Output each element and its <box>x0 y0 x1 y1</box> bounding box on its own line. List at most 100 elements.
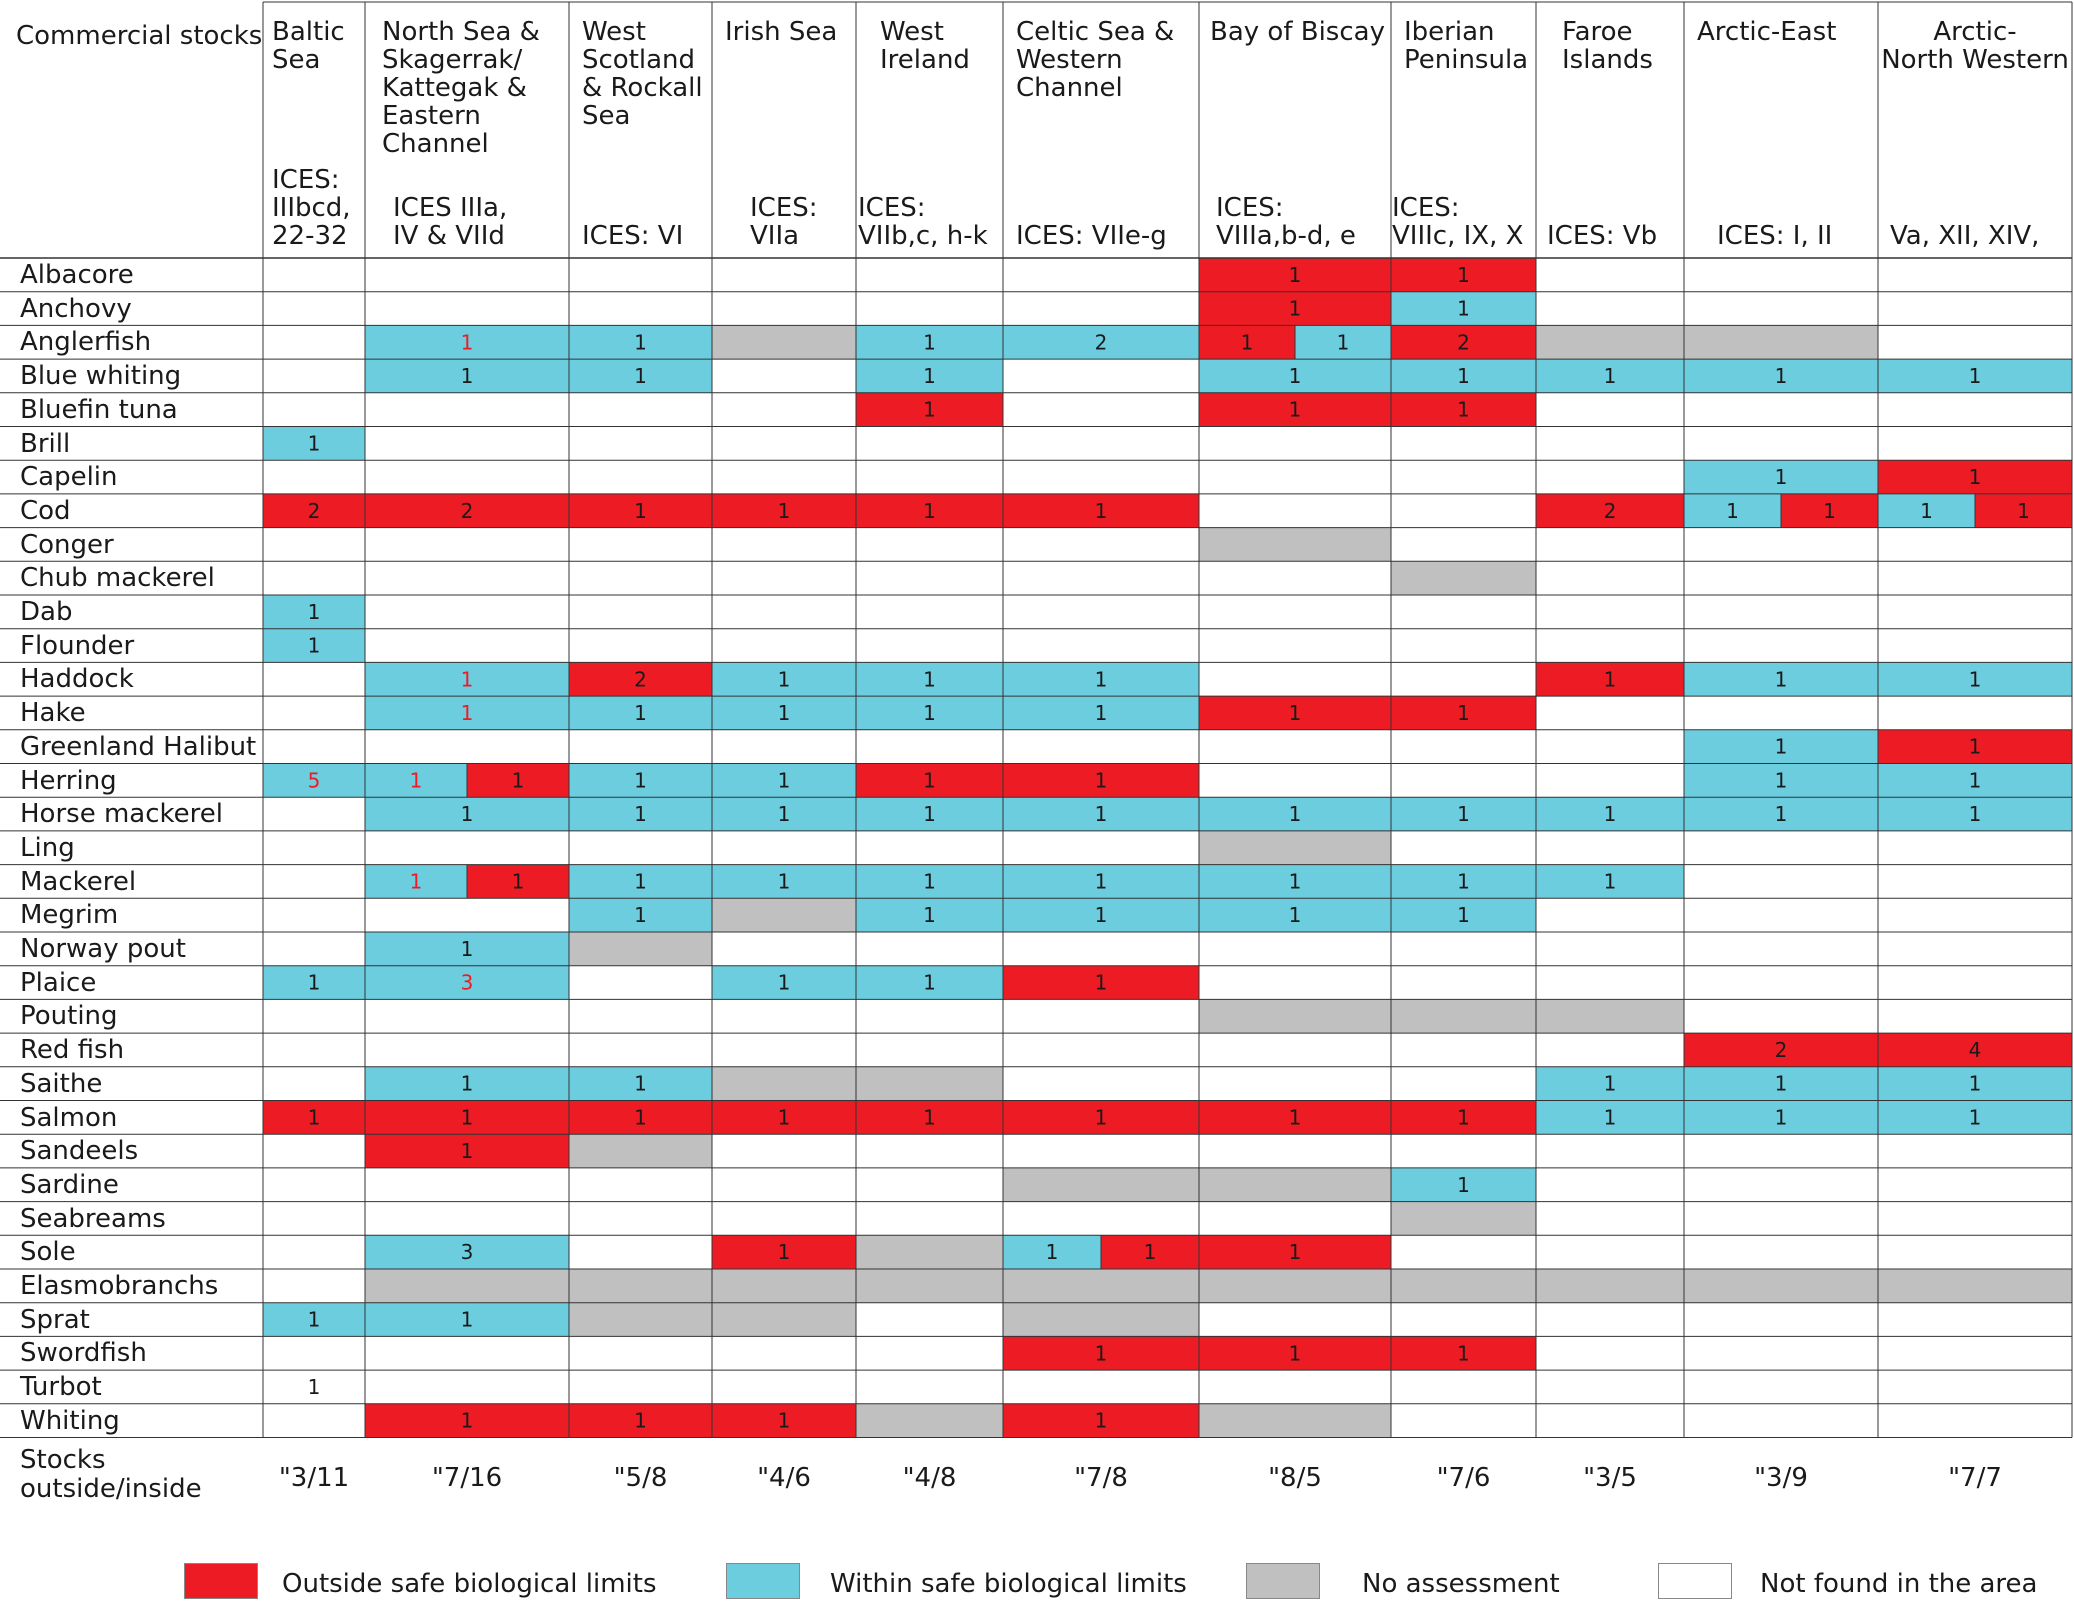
cell-value: 1 <box>1289 869 1302 893</box>
cell-value: 1 <box>1969 802 1982 826</box>
cell-whiting-7 <box>1391 1403 1536 1438</box>
cell-value: 1 <box>634 364 647 388</box>
cell-value: 1 <box>1095 701 1108 725</box>
cell-brill-6 <box>1199 426 1391 461</box>
cell-mackerel-6 <box>1199 864 1391 899</box>
cell-mackerel-4 <box>856 864 1003 899</box>
stocks-ratio: "8/5 <box>1268 1463 1322 1493</box>
cell-megrim-9 <box>1684 898 1878 932</box>
cell-ling-1 <box>365 830 569 865</box>
ices-area-line: IIIbcd, <box>272 193 351 223</box>
cell-cod-6 <box>1199 493 1391 528</box>
cell-value: 1 <box>778 869 791 893</box>
cell-sole-2 <box>569 1235 712 1269</box>
cell-sardine-4 <box>856 1167 1003 1202</box>
cell-value: 1 <box>1457 297 1470 321</box>
cell-mackerel-3 <box>712 864 856 899</box>
cell-megrim-6 <box>1199 898 1391 932</box>
cell-haddock-4 <box>856 662 1003 697</box>
legend-label: Outside safe biological limits <box>282 1569 657 1599</box>
cell-dab-1 <box>365 595 569 629</box>
legend-label: Within safe biological limits <box>830 1569 1187 1599</box>
cell-salmon-9 <box>1684 1100 1878 1135</box>
cell-value: 1 <box>1604 802 1617 826</box>
cell-red-fish-9 <box>1684 1033 1878 1067</box>
cell-value: 1 <box>512 768 525 792</box>
cell-sardine-9 <box>1684 1167 1878 1202</box>
cell-sandeels-8 <box>1536 1134 1684 1168</box>
cell-conger-4 <box>856 527 1003 562</box>
cell-value: 2 <box>461 499 474 523</box>
cell-sprat-0 <box>263 1302 365 1337</box>
cell-value: 1 <box>1457 1341 1470 1365</box>
cell-value: 1 <box>512 869 525 893</box>
cell-elasmobranchs-10 <box>1878 1269 2072 1303</box>
cell-blue-whiting-7 <box>1391 359 1536 393</box>
cell-sandeels-4 <box>856 1134 1003 1168</box>
cell-capelin-2 <box>569 460 712 494</box>
cell-megrim-8 <box>1536 898 1684 932</box>
cell-ling-10 <box>1878 830 2072 865</box>
area-header-line: West <box>582 17 646 47</box>
cell-whiting-8 <box>1536 1403 1684 1438</box>
cell-value: 1 <box>1095 802 1108 826</box>
stocks-ratio: "3/9 <box>1754 1463 1808 1493</box>
cell-plaice-0 <box>263 965 365 1000</box>
species-label: Turbot <box>20 1372 102 1403</box>
cell-conger-7 <box>1391 527 1536 562</box>
cell-turbot-8 <box>1536 1370 1684 1404</box>
area-header-line: Bay of Biscay <box>1210 17 1385 47</box>
cell-norway-pout-5 <box>1003 932 1199 966</box>
cell-herring-3 <box>712 763 856 798</box>
cell-swordfish-8 <box>1536 1336 1684 1371</box>
species-label: Sprat <box>20 1304 90 1335</box>
cell-haddock-10 <box>1878 662 2072 697</box>
cell-value: 1 <box>1095 667 1108 691</box>
cell-norway-pout-10 <box>1878 932 2072 966</box>
cell-greenland-halibut-10 <box>1878 729 2072 764</box>
cell-albacore-9 <box>1684 258 1878 292</box>
cell-flounder-8 <box>1536 628 1684 663</box>
area-header-line: Channel <box>1016 73 1123 103</box>
stocks-ratio: "7/6 <box>1436 1463 1491 1493</box>
cell-elasmobranchs-3 <box>712 1269 856 1303</box>
cell-value: 1 <box>1604 667 1617 691</box>
cell-value: 1 <box>923 701 936 725</box>
cell-swordfish-7 <box>1391 1336 1536 1371</box>
cell-conger-8 <box>1536 527 1684 562</box>
cell-value: 1 <box>410 869 423 893</box>
cell-norway-pout-6 <box>1199 932 1391 966</box>
cell-horse-mackerel-0 <box>263 797 365 831</box>
cell-blue-whiting-9 <box>1684 359 1878 393</box>
species-label: Capelin <box>20 462 118 493</box>
cell-cod-4 <box>856 493 1003 528</box>
cell-seabreams-0 <box>263 1201 365 1236</box>
cell-elasmobranchs-5 <box>1003 1269 1199 1303</box>
cell-anchovy-0 <box>263 291 365 326</box>
cell-chub-mackerel-9 <box>1684 561 1878 595</box>
cell-blue-whiting-2 <box>569 359 712 393</box>
species-label: Ling <box>20 832 75 863</box>
ices-area-line: ICES: VIIe-g <box>1016 221 1167 251</box>
cell-saithe-7 <box>1391 1066 1536 1101</box>
cell-cod-1 <box>365 493 569 528</box>
legend-label: No assessment <box>1362 1569 1560 1599</box>
cell-value: 1 <box>1457 1173 1470 1197</box>
cell-salmon-1 <box>365 1100 569 1135</box>
area-header-line: Arctic- <box>1933 17 2017 47</box>
cell-bluefin-tuna-6 <box>1199 392 1391 427</box>
cell-value: 1 <box>778 802 791 826</box>
cell-bluefin-tuna-4 <box>856 392 1003 427</box>
cell-horse-mackerel-8 <box>1536 797 1684 831</box>
cell-greenland-halibut-9 <box>1684 729 1878 764</box>
cell-dab-10 <box>1878 595 2072 629</box>
cell-turbot-2 <box>569 1370 712 1404</box>
cell-brill-7 <box>1391 426 1536 461</box>
cell-dab-9 <box>1684 595 1878 629</box>
cell-sardine-10 <box>1878 1167 2072 1202</box>
cell-norway-pout-9 <box>1684 932 1878 966</box>
cell-seabreams-5 <box>1003 1201 1199 1236</box>
cell-value: 2 <box>1095 330 1108 354</box>
cell-value: 1 <box>1289 398 1302 422</box>
cell-greenland-halibut-0 <box>263 729 365 764</box>
